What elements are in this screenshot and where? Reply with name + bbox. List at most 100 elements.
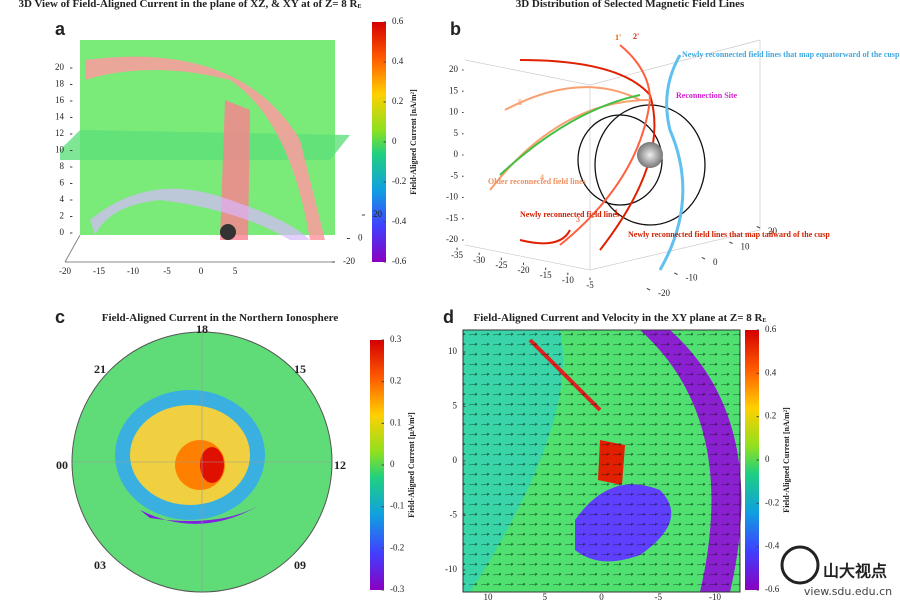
annotation: 2 xyxy=(590,211,594,220)
tick-label: 5 xyxy=(454,128,459,138)
colorbar-label: Field-Aligned Current [μA/m²] xyxy=(407,412,416,518)
annotation: 4 xyxy=(540,173,544,182)
annotation: 2' xyxy=(633,32,639,41)
tick-label: -20 xyxy=(343,256,355,266)
tick-label: 0.4 xyxy=(765,367,777,377)
mlt-label: 03 xyxy=(94,558,106,572)
tick-label: 0.3 xyxy=(390,334,402,344)
tick-label: 2 xyxy=(60,211,65,221)
tick-label: 0.6 xyxy=(392,16,404,26)
tick-label: -0.2 xyxy=(765,497,779,507)
tick-label: -10 xyxy=(562,275,574,285)
tick-label: -5 xyxy=(451,170,459,180)
tick-label: 20 xyxy=(373,209,383,219)
tick-label: 15 xyxy=(449,85,459,95)
tick-label: -0.2 xyxy=(390,542,404,552)
tick-label: 0 xyxy=(453,455,458,465)
panel-b-art xyxy=(464,39,761,271)
tick-label: 10 xyxy=(741,242,751,252)
tick-label: 4 xyxy=(60,194,65,204)
panel-letter: b xyxy=(450,19,461,39)
tick-label: -15 xyxy=(540,270,552,280)
label-part: 3D Distribution of Selected Magnetic Fie… xyxy=(516,0,745,10)
axis-label: 3D Distribution of Selected Magnetic Fie… xyxy=(516,0,745,10)
tick-label: 10 xyxy=(449,107,459,117)
annotation: Newly reconnected field lines that map e… xyxy=(682,50,900,59)
tick-label: 12 xyxy=(55,128,64,138)
tick-label: 10 xyxy=(448,346,458,356)
label-part: 3D View of Field-Aligned Current in the … xyxy=(18,0,358,10)
annotation: 5 xyxy=(518,98,522,107)
colorbar-d xyxy=(745,330,759,590)
annotation: Older reconnected field lines xyxy=(488,177,586,186)
colorbar-label: Field-Aligned Current [nA/m²] xyxy=(409,89,418,195)
annotation: Newly reconnected field lines that map t… xyxy=(628,230,830,239)
tick-label: 14 xyxy=(55,112,65,122)
tick-label: -10 xyxy=(446,192,458,202)
tick-label: 0 xyxy=(713,257,718,267)
panel-letter: c xyxy=(55,307,65,327)
tick-label: -10 xyxy=(709,592,721,601)
tick-label: 0.2 xyxy=(765,411,776,421)
panel-a-art xyxy=(60,40,350,263)
tick-label: -20 xyxy=(59,266,71,276)
tick-label: 18 xyxy=(55,79,65,89)
tick-label: 0 xyxy=(392,136,397,146)
tick-label: -10 xyxy=(445,564,457,574)
panel-d-art xyxy=(462,329,742,593)
label-part: Field-Aligned Current in the Northern Io… xyxy=(102,312,339,324)
mlt-label: 00 xyxy=(56,458,68,472)
tick-mark xyxy=(729,241,733,244)
tick-label: 10 xyxy=(484,592,494,601)
annotation: 1' xyxy=(615,33,621,42)
tick-mark xyxy=(674,272,678,275)
tick-label: 0 xyxy=(358,233,363,243)
annotation: Reconnection Site xyxy=(676,91,738,100)
tick-label: -0.1 xyxy=(390,501,404,511)
tick-label: 0 xyxy=(390,459,395,469)
tick-label: -0.3 xyxy=(390,584,405,594)
mlt-label: 12 xyxy=(334,458,346,472)
tick-label: 5 xyxy=(453,401,458,411)
tick-label: -0.4 xyxy=(765,541,780,551)
tick-label: 0.2 xyxy=(392,96,403,106)
tick-label: 20 xyxy=(449,64,459,74)
panel-letter: a xyxy=(55,19,66,39)
tick-label: -5 xyxy=(450,510,458,520)
tick-label: -0.2 xyxy=(392,176,406,186)
tick-label: -35 xyxy=(451,250,463,260)
tick-label: 0 xyxy=(599,592,604,601)
tick-label: 0 xyxy=(454,149,459,159)
tick-label: 6 xyxy=(60,178,65,188)
tick-label: 20 xyxy=(55,62,65,72)
tick-mark xyxy=(646,287,651,291)
label-part: Field-Aligned Current and Velocity in th… xyxy=(474,312,764,324)
label-part: E xyxy=(358,4,362,10)
tick-label: 10 xyxy=(55,145,65,155)
colorbar-c xyxy=(370,340,384,590)
tick-label: 0.2 xyxy=(390,376,401,386)
axis-label: Field-Aligned Current in the Northern Io… xyxy=(102,312,339,324)
tick-label: 0 xyxy=(199,266,204,276)
tick-label: -0.6 xyxy=(392,256,407,266)
tick-label: -5 xyxy=(163,266,171,276)
tick-label: -25 xyxy=(495,260,507,270)
panel-c-art xyxy=(71,331,333,593)
axis-label: Field-Aligned Current and Velocity in th… xyxy=(474,312,767,325)
tick-label: 5 xyxy=(233,266,238,276)
tick-label: 20 xyxy=(768,226,778,236)
mlt-label: 21 xyxy=(94,362,106,376)
tick-mark xyxy=(701,256,706,260)
watermark-url: view.sdu.edu.cn xyxy=(804,585,892,598)
tick-label: -30 xyxy=(473,255,485,265)
tick-label: -15 xyxy=(446,213,458,223)
tick-label: -10 xyxy=(127,266,139,276)
annotation: 3 xyxy=(576,215,580,224)
annotation: 1 xyxy=(614,208,618,217)
mlt-label: 09 xyxy=(294,558,306,572)
mlt-label: 18 xyxy=(196,322,208,336)
tick-label: -20 xyxy=(446,234,458,244)
watermark-name: 山大视点 xyxy=(823,562,887,581)
annotation: Newly reconnected field lines xyxy=(520,210,619,219)
